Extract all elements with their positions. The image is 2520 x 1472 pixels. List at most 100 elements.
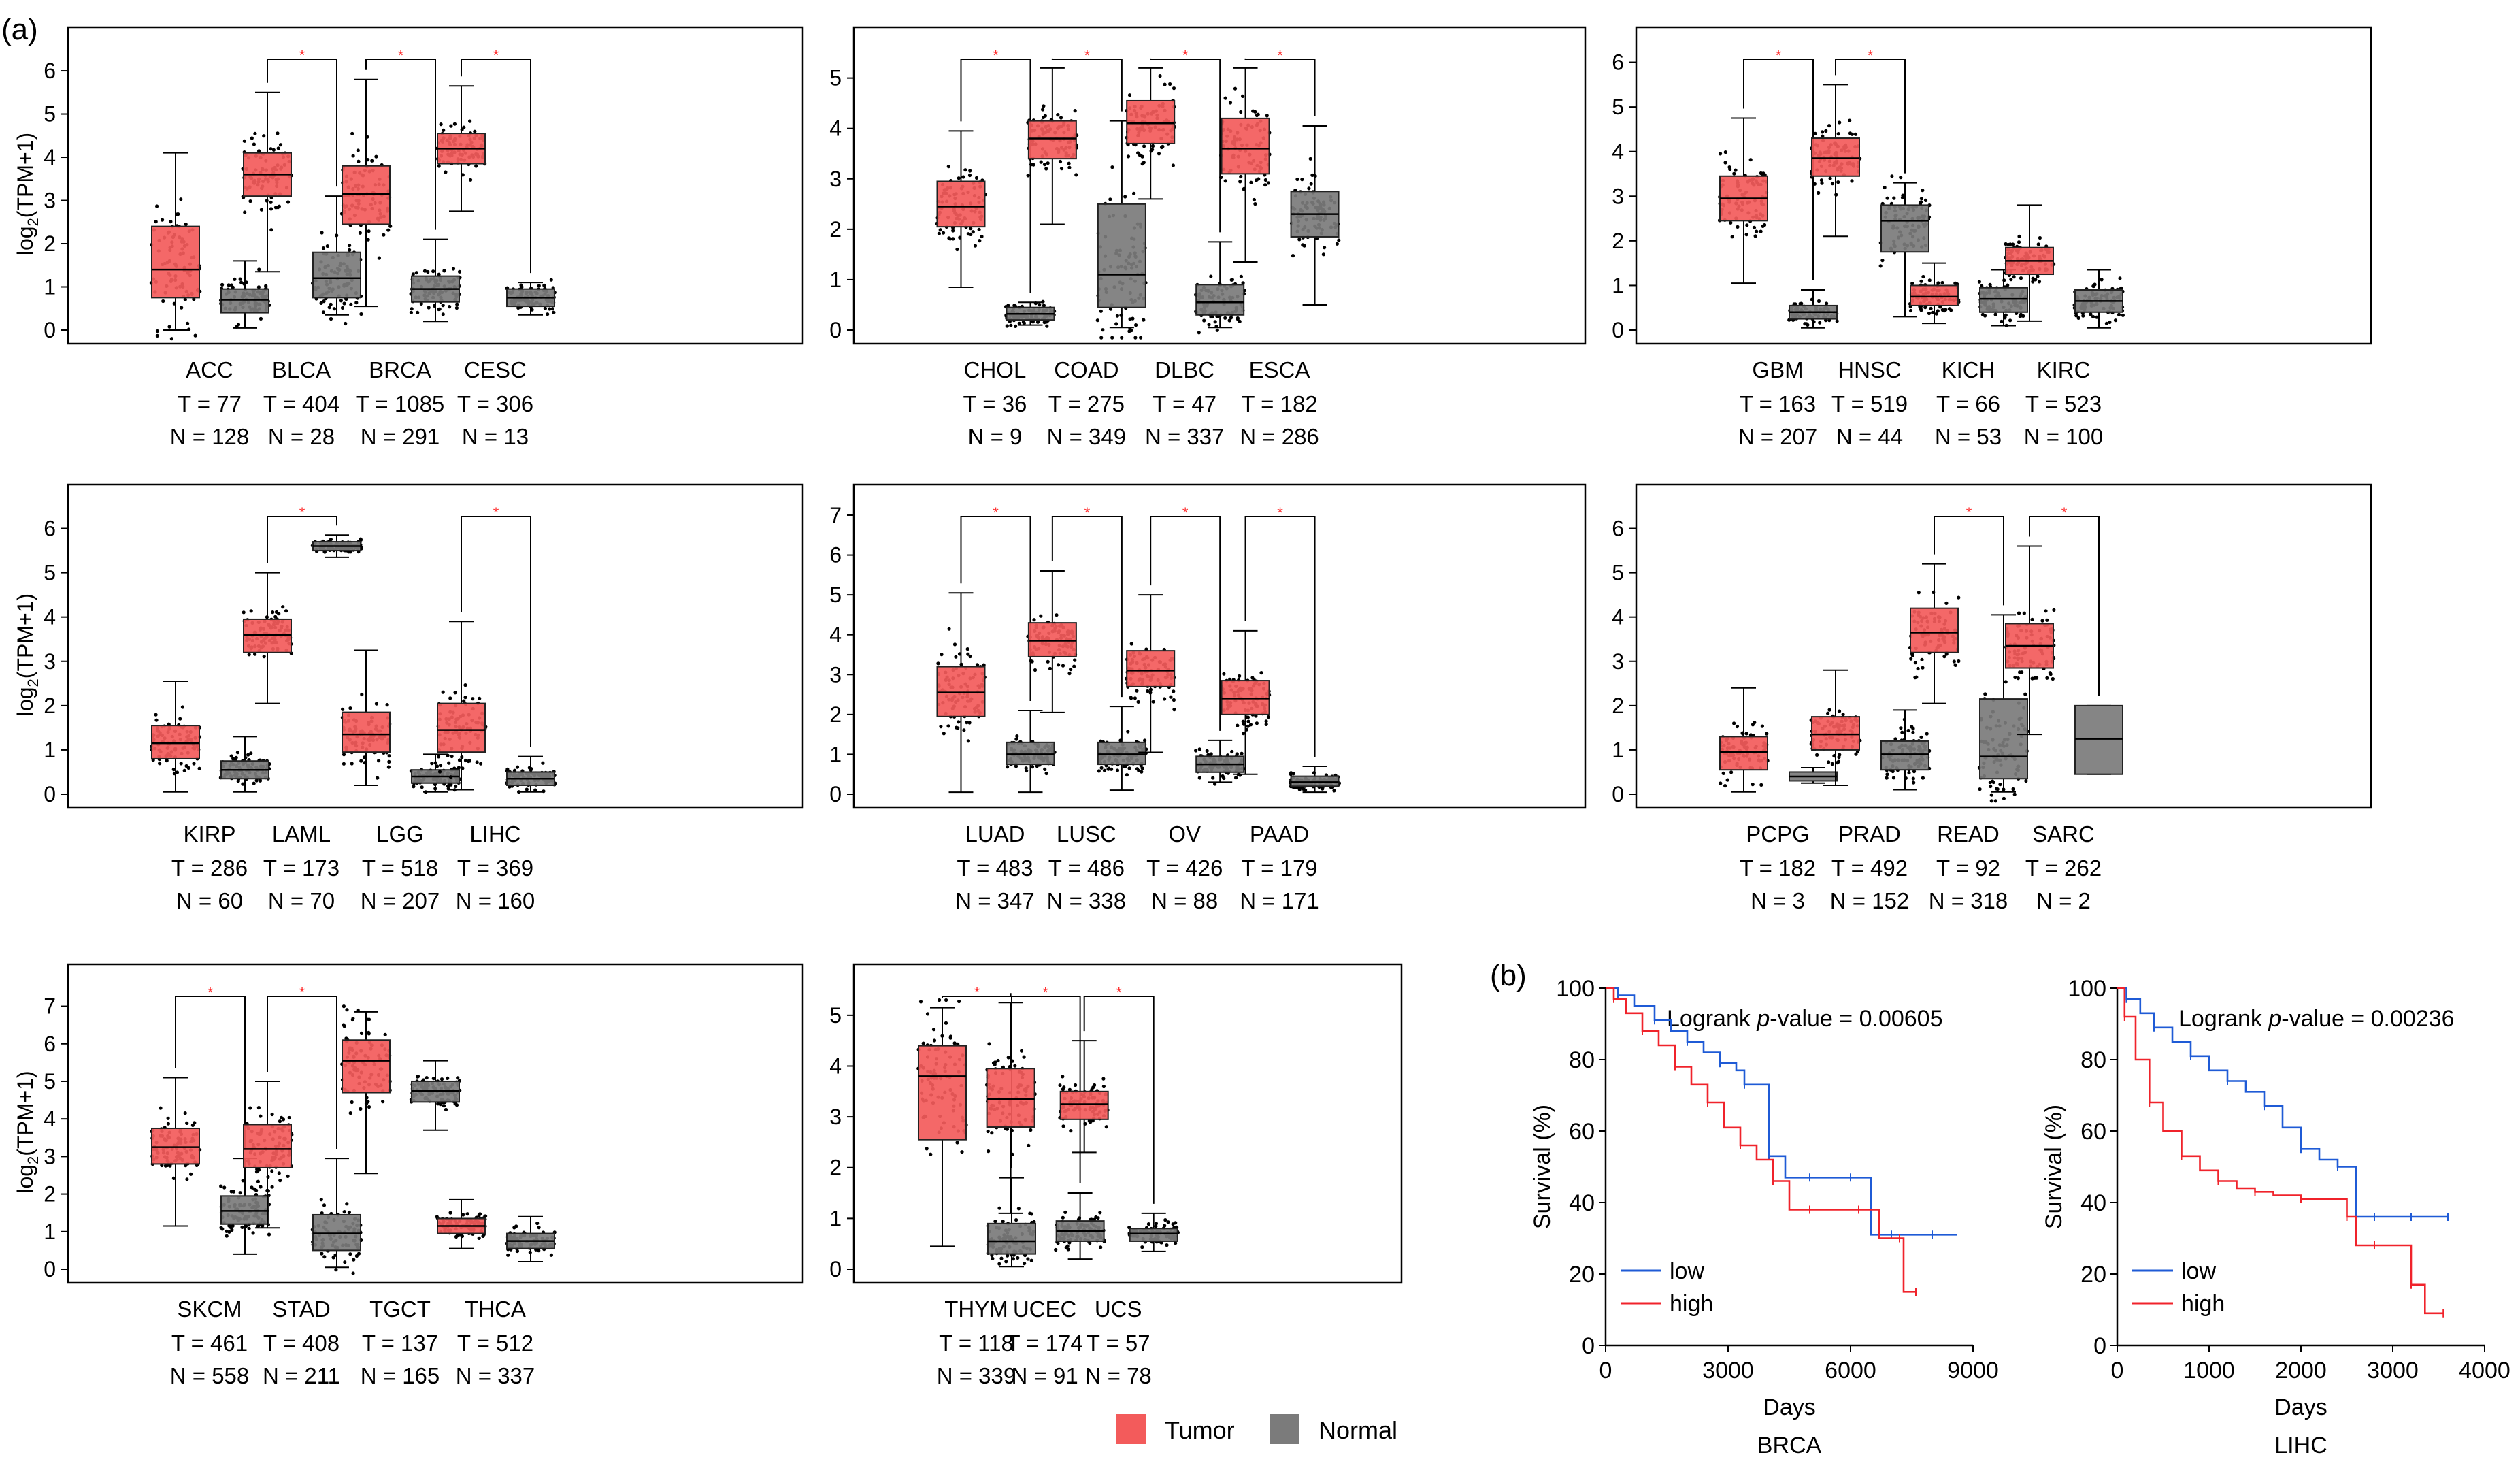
normal-count: N = 160 [456, 888, 535, 913]
normal-count: N = 70 [268, 888, 335, 913]
normal-count: N = 88 [1151, 888, 1218, 913]
normal-point [1115, 768, 1120, 772]
normal-point [1042, 304, 1046, 308]
group-name: LUSC [1057, 821, 1116, 847]
tumor-box [1221, 680, 1270, 715]
tumor-point [1169, 695, 1173, 699]
normal-point [552, 310, 556, 314]
normal-point [454, 306, 459, 310]
tumor-count: T = 518 [362, 855, 438, 881]
tumor-point [1929, 306, 1933, 310]
tumor-point [270, 1185, 274, 1189]
tumor-point [1942, 655, 1946, 659]
tumor-point [955, 725, 959, 730]
normal-point [222, 1185, 227, 1190]
tumor-point [1061, 664, 1065, 668]
tumor-point [180, 705, 184, 709]
normal-point [1142, 318, 1146, 322]
normal-point [1213, 320, 1217, 324]
y-tick-label: 4 [829, 116, 842, 141]
normal-point [238, 1191, 242, 1195]
tumor-point [182, 768, 186, 772]
tumor-point [163, 1164, 167, 1168]
normal-point [239, 280, 244, 284]
normal-point [1015, 734, 1019, 738]
tumor-point [1044, 167, 1048, 171]
normal-box [1097, 203, 1146, 308]
normal-count: N = 152 [1830, 888, 1910, 913]
normal-point [416, 310, 420, 314]
normal-point [2081, 314, 2085, 318]
tumor-point [186, 766, 190, 770]
tumor-point [1827, 760, 1831, 764]
normal-count: N = 53 [1935, 424, 2002, 449]
y-tick-label: 2 [829, 217, 842, 242]
normal-point [344, 321, 348, 326]
tumor-point [1719, 152, 1723, 156]
normal-point [525, 787, 529, 791]
tumor-count: T = 486 [1048, 855, 1125, 881]
tumor-point [1853, 132, 1858, 136]
significance-star: * [1084, 47, 1091, 64]
significance-star: * [1868, 47, 1874, 64]
normal-box [1979, 698, 2028, 780]
normal-box [1880, 204, 1929, 253]
tumor-point [1813, 131, 1817, 135]
tumor-box [243, 618, 292, 653]
normal-point [457, 766, 461, 770]
group-name: ACC [186, 357, 233, 382]
tumor-point [437, 770, 442, 774]
normal-point [2117, 312, 2121, 316]
normal-point [451, 267, 456, 271]
tumor-point [1719, 781, 1723, 785]
normal-point [1222, 776, 1226, 781]
significance-bracket [1051, 516, 1123, 698]
tumor-point [1827, 708, 1831, 712]
normal-point [220, 282, 225, 287]
y-tick-label: 6 [44, 517, 56, 541]
group-name: LAML [272, 821, 331, 847]
tumor-point [357, 159, 361, 163]
tumor-point [1753, 234, 1757, 238]
normal-point [1919, 197, 1923, 201]
tumor-box [1910, 284, 1959, 306]
plot-frame [67, 483, 804, 809]
normal-point [1911, 776, 1915, 781]
tumor-point [1745, 223, 1749, 227]
normal-point [234, 755, 238, 759]
normal-point [1818, 321, 1822, 325]
normal-point [1291, 254, 1295, 258]
tumor-point [1759, 229, 1763, 233]
normal-point [455, 302, 459, 306]
group-name: COAD [1054, 357, 1118, 382]
y-tick-label: 4 [1612, 140, 1624, 164]
tumor-point [977, 227, 981, 231]
normal-point [2002, 796, 2006, 800]
tumor-point [1908, 308, 1913, 313]
y-tick-label: 3 [829, 167, 842, 191]
normal-point [435, 764, 440, 768]
tumor-point [1723, 161, 1727, 165]
tumor-point [262, 655, 266, 659]
normal-point [1126, 730, 1130, 734]
tumor-point [1265, 114, 1269, 118]
normal-point [1998, 783, 2002, 787]
tumor-box [437, 702, 486, 753]
tumor-point [1072, 664, 1076, 668]
tumor-point [1817, 191, 1821, 195]
normal-count: N = 318 [1929, 888, 2008, 913]
group-name: LGG [376, 821, 424, 847]
tumor-point [946, 724, 950, 728]
tumor-point [1837, 709, 1842, 713]
significance-bracket [365, 59, 436, 230]
tumor-point [175, 212, 179, 216]
tumor-point [2017, 240, 2021, 244]
normal-point [238, 277, 242, 281]
tumor-point [1158, 74, 1162, 78]
significance-bracket [461, 59, 531, 274]
tumor-point [1067, 672, 1072, 676]
normal-point [339, 299, 343, 303]
significance-star: * [208, 984, 214, 1001]
